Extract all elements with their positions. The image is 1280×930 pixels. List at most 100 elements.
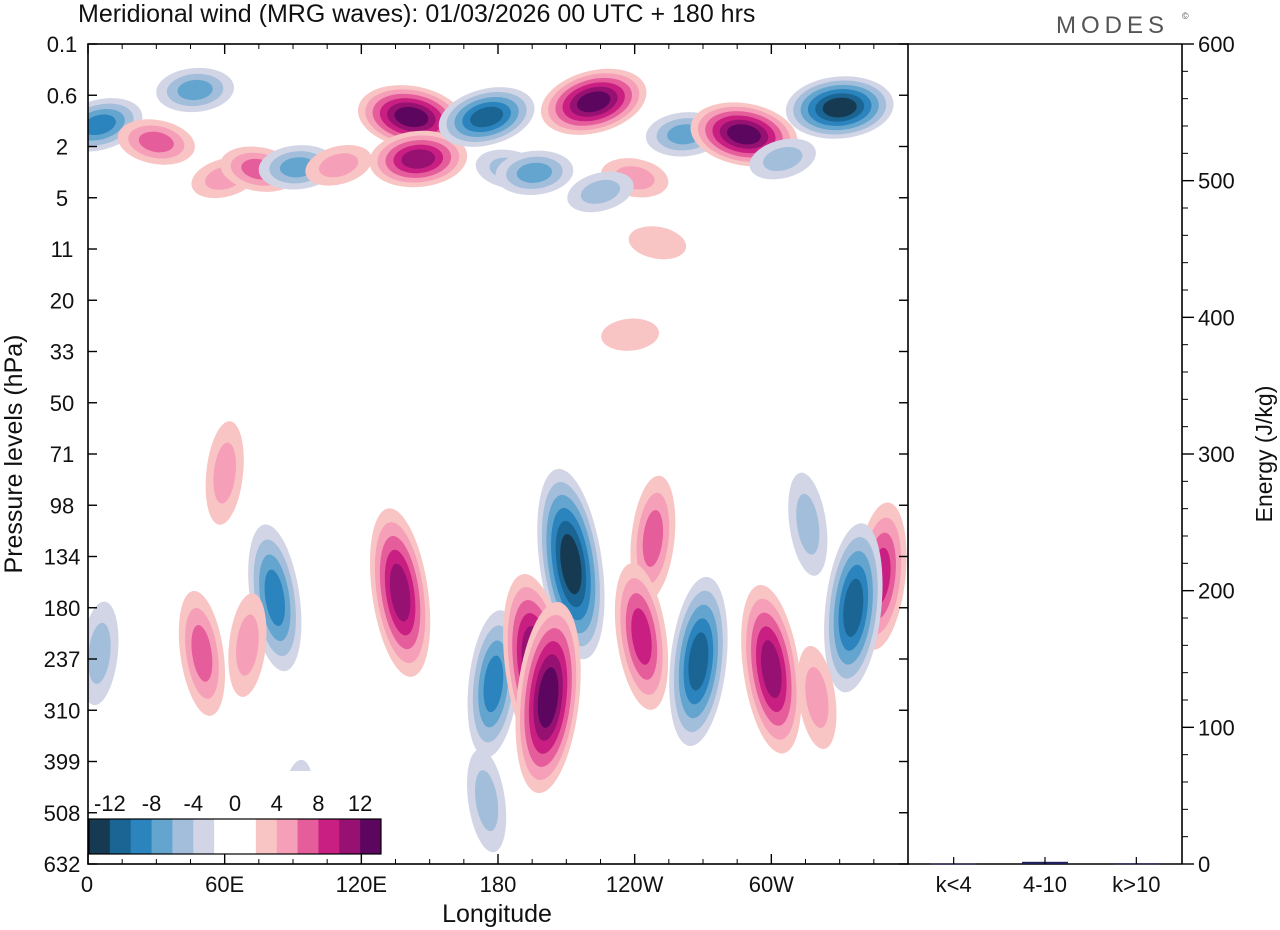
energy-tick-label: 200 bbox=[1198, 579, 1235, 604]
colorbar-swatch bbox=[297, 819, 319, 854]
x-tick-label: 0 bbox=[81, 872, 93, 897]
colorbar-swatch bbox=[318, 819, 340, 854]
colorbar: -12 -8 -4 0 4 8 12 bbox=[87, 771, 383, 856]
y-tick-label: 180 bbox=[44, 596, 81, 621]
contour-band bbox=[389, 563, 411, 622]
contour-feature bbox=[567, 171, 634, 213]
contour-feature bbox=[88, 601, 119, 706]
contour-field bbox=[88, 67, 907, 853]
contour-feature bbox=[690, 102, 798, 167]
y-tick-label: 11 bbox=[51, 237, 74, 262]
contour-feature bbox=[178, 590, 226, 716]
contour-band bbox=[642, 509, 664, 567]
colorbar-swatch bbox=[214, 819, 236, 854]
contour-feature bbox=[156, 67, 234, 113]
contour-band bbox=[516, 162, 553, 183]
y-tick-label: 2 bbox=[56, 135, 68, 160]
colorbar-label: -8 bbox=[142, 791, 162, 816]
energy-tick-label: 100 bbox=[1198, 715, 1235, 740]
y-tick-label: 399 bbox=[44, 750, 81, 775]
contour-feature bbox=[749, 138, 816, 180]
contour-band bbox=[177, 79, 213, 101]
colorbar-swatch bbox=[172, 819, 194, 854]
y-tick-label: 71 bbox=[50, 442, 74, 467]
contour-band bbox=[631, 608, 652, 665]
contour-feature bbox=[369, 130, 468, 188]
contour-band bbox=[580, 179, 621, 204]
y-tick-label: 50 bbox=[50, 391, 74, 416]
y-tick-label: 134 bbox=[44, 545, 81, 570]
energy-tick-label: 600 bbox=[1198, 32, 1235, 57]
axes: 0.1 0.6 2 5 11 20 33 50 71 98 134 180 237 310 399 508 63… bbox=[44, 32, 909, 897]
contour-band bbox=[213, 442, 237, 504]
energy-bar bbox=[930, 863, 977, 865]
contour-band bbox=[822, 97, 857, 118]
energy-category-label: k<4 bbox=[936, 872, 972, 897]
contour-feature bbox=[628, 226, 687, 260]
colorbar-label: 4 bbox=[271, 791, 283, 816]
contour-feature bbox=[601, 318, 660, 351]
contour-feature bbox=[797, 645, 837, 750]
colorbar-swatch bbox=[130, 819, 153, 854]
colorbar-swatch bbox=[360, 819, 382, 854]
contour-feature bbox=[466, 749, 507, 853]
contour-feature bbox=[741, 584, 802, 754]
contour-band bbox=[576, 91, 611, 113]
colorbar-swatch bbox=[109, 819, 132, 854]
contour-band bbox=[727, 124, 761, 145]
contour-feature bbox=[495, 150, 574, 195]
energy-axis-label: Energy (J/kg) bbox=[1251, 386, 1277, 523]
x-tick-label: 60E bbox=[205, 872, 244, 897]
contour-band bbox=[401, 149, 436, 169]
y-tick-label: 237 bbox=[44, 647, 81, 672]
colorbar-label: -12 bbox=[94, 791, 126, 816]
colorbar-frame bbox=[88, 818, 382, 855]
contour-band bbox=[763, 146, 803, 172]
contour-feature bbox=[515, 601, 581, 794]
x-tick-label: 180 bbox=[480, 872, 517, 897]
brand-registered-mark: © bbox=[1182, 11, 1189, 21]
contour-band bbox=[688, 632, 709, 691]
contour-feature bbox=[788, 472, 828, 576]
y-tick-label: 20 bbox=[50, 288, 74, 313]
x-axis-label: Longitude bbox=[442, 900, 552, 928]
contour-band bbox=[483, 655, 504, 713]
contour-feature bbox=[438, 87, 535, 147]
brand-logo: MODES bbox=[1056, 12, 1169, 39]
energy-category-label: k>10 bbox=[1112, 872, 1160, 897]
y-axis-label: Pressure levels (hPa) bbox=[0, 335, 28, 574]
colorbar-swatch bbox=[193, 819, 215, 854]
x-tick-label: 120W bbox=[606, 872, 664, 897]
contour-band bbox=[843, 578, 864, 637]
x-tick-label: 60W bbox=[749, 872, 794, 897]
y-tick-label: 33 bbox=[50, 340, 74, 365]
contour-band bbox=[796, 493, 820, 555]
colorbar-label: -4 bbox=[184, 791, 204, 816]
contour-feature bbox=[669, 576, 728, 746]
contour-feature bbox=[369, 508, 431, 677]
energy-tick-label: 400 bbox=[1198, 305, 1235, 330]
contour-band bbox=[760, 640, 782, 699]
contour-band bbox=[191, 625, 213, 682]
colorbar-swatch bbox=[235, 819, 257, 854]
contour-feature bbox=[117, 119, 195, 165]
contour-band bbox=[474, 770, 499, 832]
contour-feature bbox=[205, 421, 244, 525]
contour-band bbox=[138, 131, 174, 153]
y-tick-label: 632 bbox=[44, 852, 81, 877]
contour-band bbox=[394, 106, 429, 128]
contour-band bbox=[628, 226, 687, 260]
energy-tick-label: 300 bbox=[1198, 442, 1235, 467]
y-tick-label: 0.6 bbox=[47, 83, 78, 108]
colorbar-swatch bbox=[276, 819, 299, 854]
contour-feature bbox=[228, 593, 267, 697]
contour-band bbox=[560, 533, 582, 595]
contour-feature bbox=[785, 76, 894, 139]
y-tick-label: 0.1 bbox=[47, 32, 78, 57]
contour-feature bbox=[614, 563, 669, 710]
colorbar-swatch bbox=[255, 819, 278, 854]
contour-feature bbox=[824, 523, 883, 693]
colorbar-swatch bbox=[339, 819, 361, 854]
